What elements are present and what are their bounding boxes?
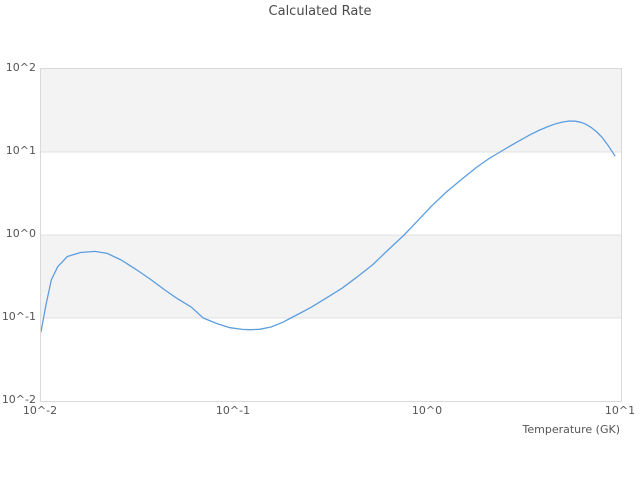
y-axis-tick-label: 10^0 bbox=[5, 227, 36, 240]
x-axis-tick-label: 10^1 bbox=[604, 404, 636, 417]
x-axis-tick-label: 10^0 bbox=[411, 404, 443, 417]
y-axis-tick-label: 10^-2 bbox=[1, 393, 36, 406]
rate-curve-canvas bbox=[41, 69, 621, 333]
y-axis-tick-label: 10^2 bbox=[5, 61, 36, 74]
plot-area[interactable] bbox=[40, 68, 622, 402]
chart-title: Calculated Rate bbox=[268, 4, 372, 19]
x-axis-tick-label: 10^-1 bbox=[215, 404, 251, 417]
rate-curve bbox=[41, 120, 616, 333]
x-axis-title: Temperature (GK) bbox=[522, 423, 621, 436]
decade-band bbox=[41, 235, 621, 318]
y-axis-tick-label: 10^1 bbox=[5, 144, 36, 157]
decade-band bbox=[41, 69, 621, 152]
x-axis-tick-label: 10^-2 bbox=[22, 404, 58, 417]
y-axis-tick-label: 10^-1 bbox=[1, 310, 36, 323]
